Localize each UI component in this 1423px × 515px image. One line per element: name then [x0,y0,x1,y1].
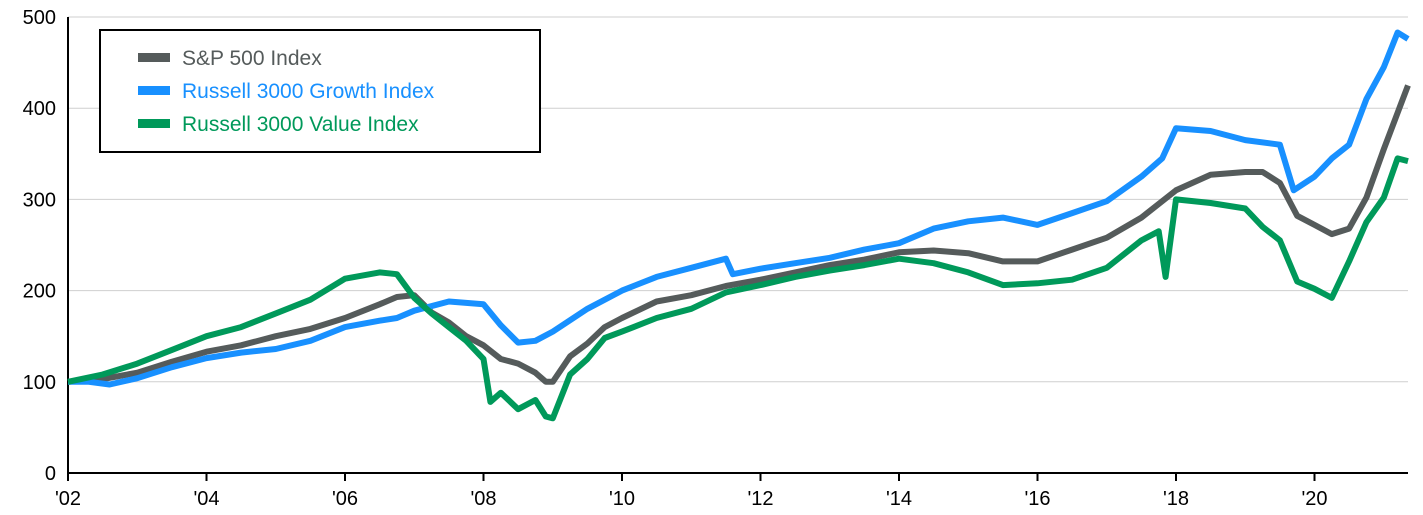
x-tick-label: '02 [55,488,81,510]
legend-label-sp500: S&P 500 Index [182,47,322,70]
x-tick-label: '18 [1163,488,1189,510]
y-tick-label: 500 [23,7,56,29]
axes [67,17,1408,474]
legend-swatch-russell-growth [138,86,170,95]
legend-label-russell-value: Russell 3000 Value Index [182,113,419,136]
legend: S&P 500 Index Russell 3000 Growth Index … [99,29,541,153]
x-tick-label: '04 [193,488,219,510]
x-axis-tick-labels: '02 '04 '06 '08 '10 '12 '14 '16 '18 '20 [55,473,1328,510]
y-tick-label: 300 [23,189,56,211]
y-tick-label: 400 [23,98,56,120]
legend-swatch-russell-value [138,119,170,128]
legend-box [99,29,541,153]
series-line-russell-value [67,155,1409,422]
y-tick-label: 200 [23,281,56,303]
x-tick-label: '08 [470,488,496,510]
legend-swatch-sp500 [138,53,170,62]
y-tick-label: 0 [45,463,56,485]
y-axis-tick-labels: 0 100 200 300 400 500 [23,7,56,485]
x-tick-label: '16 [1024,488,1050,510]
x-tick-label: '20 [1301,488,1327,510]
series-lines [67,29,1411,422]
x-tick-label: '12 [747,488,773,510]
x-tick-label: '14 [886,488,912,510]
legend-label-russell-growth: Russell 3000 Growth Index [182,80,435,103]
x-tick-label: '10 [609,488,635,510]
x-tick-label: '06 [332,488,358,510]
series-line-russell-growth [68,29,1410,388]
series-line-sp500 [67,84,1411,385]
y-tick-label: 100 [23,372,56,394]
